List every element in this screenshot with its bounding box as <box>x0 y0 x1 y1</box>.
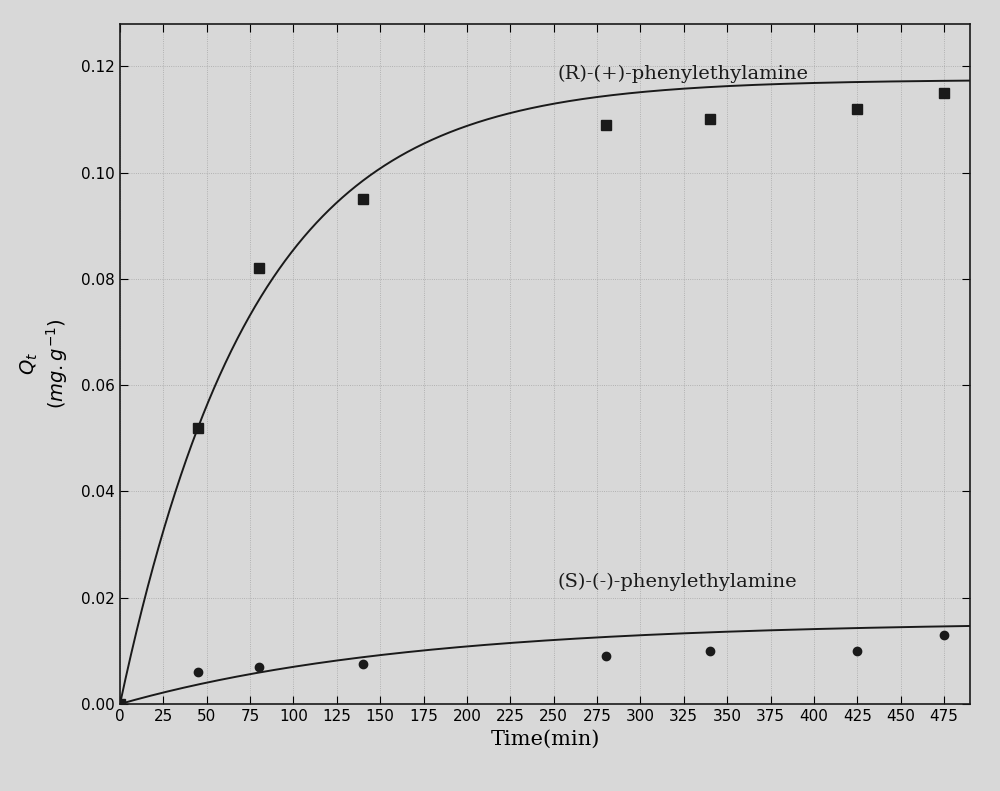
Y-axis label: $Q_t$
$(mg.g^{-1})$: $Q_t$ $(mg.g^{-1})$ <box>19 319 70 409</box>
Text: (R)-(+)-phenylethylamine: (R)-(+)-phenylethylamine <box>557 65 808 83</box>
Text: (S)-(-)-phenylethylamine: (S)-(-)-phenylethylamine <box>557 573 797 591</box>
X-axis label: Time(min): Time(min) <box>490 729 600 748</box>
